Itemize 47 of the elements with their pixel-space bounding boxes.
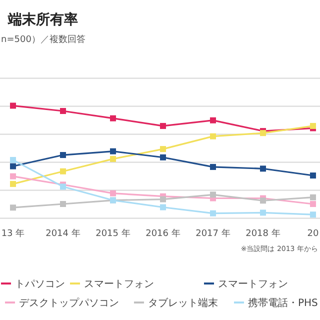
- point: [210, 133, 216, 140]
- point: [60, 108, 66, 114]
- point: [10, 173, 16, 180]
- x-tick-label: 2018 年: [246, 228, 280, 239]
- x-tick-label: 2016 年: [146, 228, 180, 239]
- point: [10, 163, 16, 170]
- point: [60, 168, 66, 174]
- point: [260, 210, 266, 216]
- point: [110, 190, 116, 196]
- point: [10, 204, 16, 211]
- point: [310, 212, 316, 218]
- chart-title: 端末所有率: [7, 11, 78, 28]
- point: [60, 152, 66, 158]
- point: [10, 102, 16, 109]
- legend-label: タブレット端末: [148, 297, 218, 309]
- point: [310, 122, 316, 129]
- point: [260, 166, 266, 172]
- legend-label: デスクトップパソコン: [19, 297, 119, 309]
- point: [210, 117, 216, 124]
- point: [310, 172, 316, 179]
- point: [10, 180, 16, 187]
- x-tick-label: 13 年: [1, 228, 25, 239]
- point: [210, 210, 216, 216]
- point: [110, 148, 116, 154]
- legend-label: スマートフォン: [218, 279, 288, 290]
- point: [110, 156, 116, 162]
- x-tick-label: 2017 年: [196, 228, 230, 239]
- point: [110, 115, 116, 122]
- x-tick-label: 20: [307, 229, 319, 239]
- point: [60, 201, 66, 207]
- point: [160, 122, 166, 129]
- x-tick-label: 2015 年: [96, 228, 130, 239]
- x-tick-label: 2014 年: [46, 228, 80, 239]
- point: [160, 204, 166, 210]
- point: [210, 164, 216, 170]
- point: [160, 154, 166, 160]
- point: [210, 192, 216, 198]
- point: [160, 196, 166, 202]
- legend-label: 携帯電話・PHS: [248, 297, 318, 309]
- legend-label: スマートフォン: [84, 279, 154, 290]
- point: [10, 156, 16, 163]
- point: [260, 198, 266, 204]
- point: [310, 201, 316, 207]
- chart-subtitle: n=500）／複数回答: [1, 34, 86, 45]
- point: [160, 146, 166, 152]
- point: [310, 194, 316, 200]
- legend-label: トパソコン: [15, 279, 65, 290]
